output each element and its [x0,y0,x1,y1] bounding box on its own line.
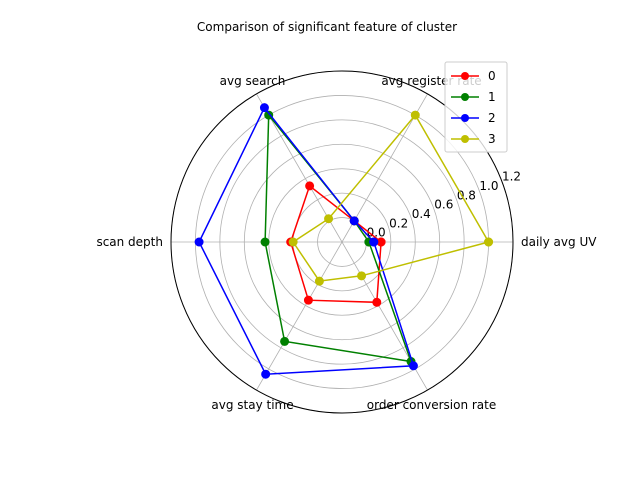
axis-label: avg stay time [211,398,293,412]
chart-title: Comparison of significant feature of clu… [197,20,457,34]
data-point-0 [376,237,386,247]
legend-marker [461,93,469,101]
series-layer [194,103,494,379]
radial-tick-label: 0.8 [457,188,476,202]
legend-label: 2 [488,111,496,125]
legend: 0 1 2 3 [444,61,508,153]
grid-spoke [256,241,343,391]
radial-tick-label: 1.2 [502,170,521,184]
legend-marker [461,114,469,122]
radial-tick-label: 0.4 [412,207,431,221]
legend-marker [461,135,469,143]
data-point-0 [305,181,315,191]
axis-label: daily avg UV [521,235,597,249]
data-point-3 [324,214,334,224]
data-point-1 [264,110,274,120]
data-point-0 [303,295,313,305]
data-point-2 [261,369,271,379]
radial-tick-label: 0.2 [389,216,408,230]
data-point-3 [484,237,494,247]
legend-label: 1 [488,90,496,104]
legend-label: 0 [488,69,496,83]
radial-tick-label: 0.6 [434,198,453,212]
data-point-1 [280,336,290,346]
legend-marker [461,72,469,80]
data-point-1 [260,237,270,247]
data-point-0 [372,297,382,307]
legend-label: 3 [488,132,496,146]
data-point-2 [349,216,359,226]
data-point-2 [369,237,379,247]
radial-tick-label: 1.0 [479,179,498,193]
axis-label: avg search [220,74,286,88]
axis-label: scan depth [96,235,163,249]
data-point-3 [357,271,367,281]
data-point-3 [410,110,420,120]
legend-frame [444,61,508,153]
radial-tick-label: 0.0 [367,226,386,240]
polar-frame [170,70,514,414]
data-point-2 [408,361,418,371]
axis-label: order conversion rate [367,398,497,412]
data-point-3 [314,276,324,286]
data-point-2 [194,237,204,247]
data-point-2 [259,103,269,113]
data-point-3 [288,237,298,247]
series-line-1 [264,113,413,363]
